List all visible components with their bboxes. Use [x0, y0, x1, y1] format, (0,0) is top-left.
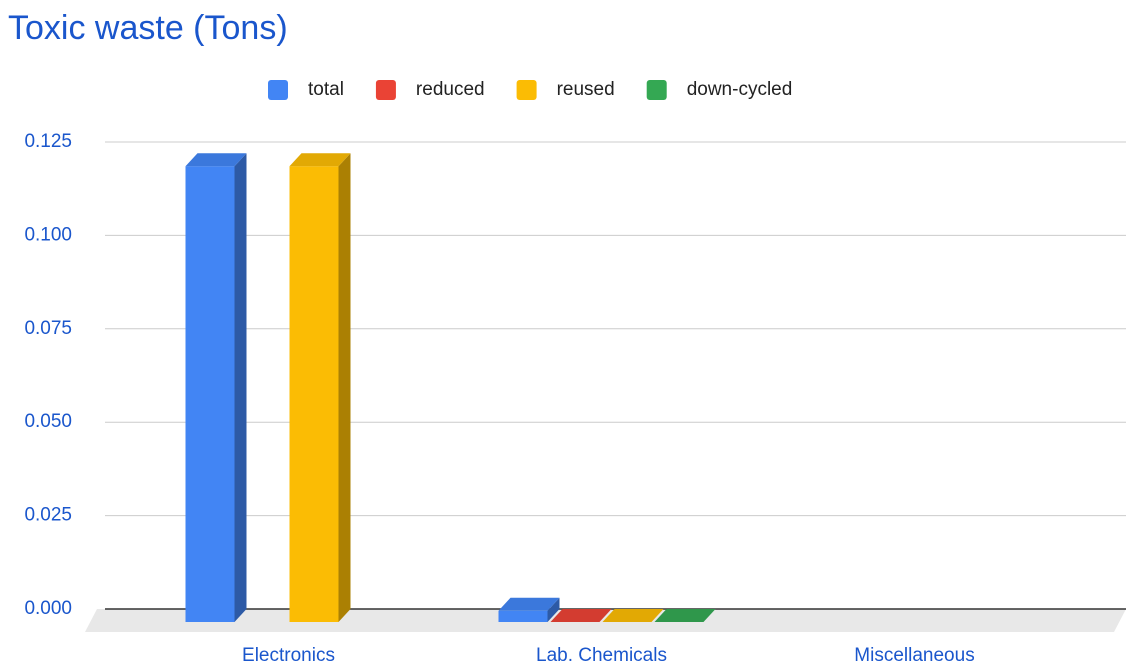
bar: [185, 153, 247, 622]
chart-title: Toxic waste (Tons): [8, 9, 288, 47]
y-tick-label: 0.050: [24, 411, 72, 432]
bar-top: [289, 153, 351, 167]
x-tick-label: Electronics: [242, 645, 335, 666]
x-tick-label: Lab. Chemicals: [536, 645, 667, 666]
bar-top: [185, 153, 247, 167]
legend-label: down-cycled: [687, 79, 793, 100]
bar-side: [234, 153, 247, 622]
legend-swatch: [646, 80, 667, 100]
bar-front: [498, 610, 548, 622]
x-tick-label: Miscellaneous: [854, 645, 974, 666]
y-tick-label: 0.000: [24, 598, 72, 619]
legend-swatch: [516, 80, 537, 100]
bar-front: [289, 166, 339, 622]
bar-top: [654, 609, 716, 622]
legend-label: reused: [557, 79, 615, 100]
legend-swatch: [268, 80, 288, 100]
bar-side: [547, 597, 560, 622]
legend-label: reduced: [416, 79, 485, 100]
y-tick-label: 0.025: [24, 505, 72, 526]
bar: [289, 153, 351, 622]
legend-swatch: [375, 80, 396, 100]
y-tick-label: 0.075: [24, 318, 72, 339]
bar-top: [602, 609, 664, 622]
bar: [654, 609, 716, 622]
bar: [602, 609, 664, 622]
y-tick-label: 0.125: [24, 131, 72, 152]
bar-front: [185, 166, 235, 622]
legend-label: total: [308, 79, 344, 100]
bar-top: [550, 609, 612, 622]
y-tick-label: 0.100: [24, 224, 72, 245]
bar-top: [498, 597, 560, 611]
bar: [550, 609, 612, 622]
bar-side: [338, 153, 351, 622]
bar: [498, 597, 560, 622]
